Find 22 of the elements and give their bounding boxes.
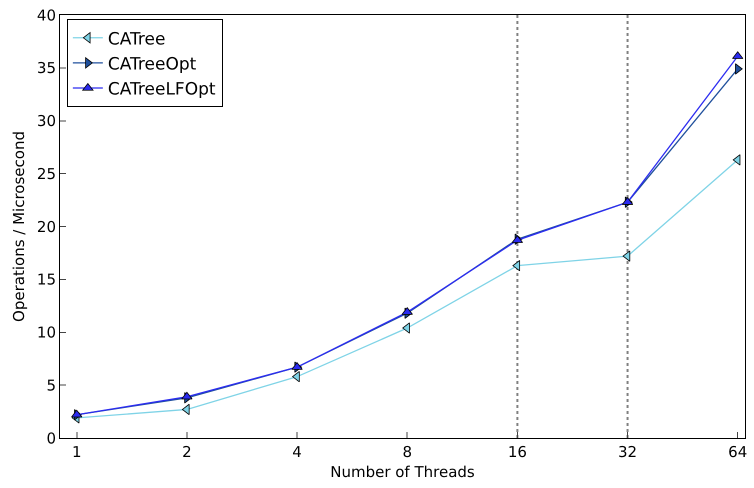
x-tick-label: 1 — [72, 443, 82, 461]
y-tick-label: 15 — [36, 270, 56, 289]
y-tick-label: 20 — [36, 218, 56, 236]
x-tick-label: 4 — [292, 443, 302, 461]
legend-label: CATreeLFOpt — [108, 80, 216, 100]
x-tick-label: 16 — [508, 443, 527, 461]
y-tick-label: 5 — [46, 376, 56, 394]
y-tick-label: 40 — [36, 6, 56, 24]
legend-label: CATreeOpt — [108, 54, 197, 75]
y-tick-label: 35 — [36, 59, 56, 78]
x-tick-label: 64 — [728, 443, 748, 461]
x-tick-label: 8 — [402, 443, 412, 461]
x-axis-title: Number of Threads — [330, 463, 475, 481]
x-tick-label: 2 — [182, 443, 192, 461]
y-tick-label: 30 — [36, 112, 56, 130]
y-tick-label: 0 — [46, 429, 56, 448]
y-tick-label: 25 — [36, 164, 56, 183]
x-tick-label: 32 — [618, 443, 638, 461]
legend-label: CATree — [108, 29, 166, 50]
y-tick-label: 10 — [36, 324, 56, 342]
point — [512, 260, 520, 272]
y-axis-title: Operations / Microsecond — [10, 131, 28, 322]
